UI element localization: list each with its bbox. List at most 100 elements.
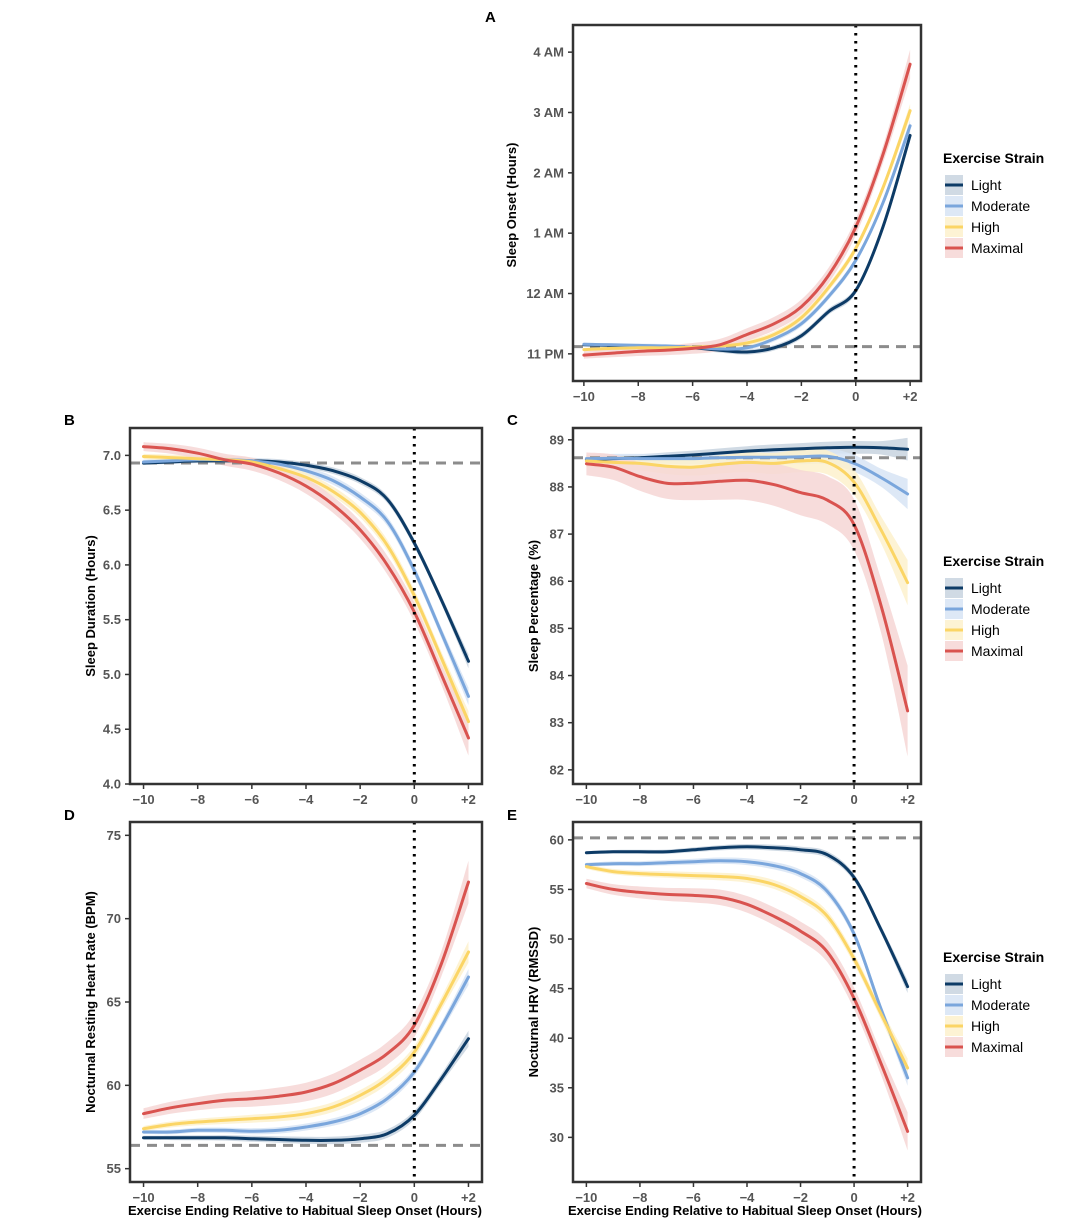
- x-tick-label-b-0: −10: [133, 792, 155, 807]
- series-layer-d: [130, 822, 482, 1182]
- y-tick-label-d-2: 65: [107, 995, 121, 1010]
- panel-e: E Nocturnal HRV (RMSSD) Exercise Ending …: [507, 807, 923, 1218]
- legend-middle: Exercise Strain Light Moderate High Maximal: [943, 553, 1044, 661]
- y-axis-title-a: Sleep Onset (Hours): [504, 143, 519, 268]
- legend-label-2-light: Light: [971, 580, 1001, 596]
- x-tick-label-c-5: 0: [850, 792, 857, 807]
- x-tick-label-e-4: −2: [793, 1190, 808, 1205]
- y-axis-title-c: Sleep Percentage (%): [526, 540, 541, 672]
- legend-label-1-high: High: [971, 219, 1000, 235]
- legend-label-3-high: High: [971, 1018, 1000, 1034]
- series-layer-e: [573, 822, 921, 1182]
- band-d-maximal: [143, 860, 469, 1119]
- y-tick-label-c-1: 83: [550, 715, 564, 730]
- legend-label-3-maximal: Maximal: [971, 1039, 1023, 1055]
- panel-b: B Sleep Duration (Hours) −10 −8 −6 −4 −2 0 +2 4…: [64, 412, 484, 807]
- series-layer-a: [573, 25, 921, 381]
- y-tick-label-e-4: 50: [550, 932, 564, 947]
- legend-label-1-light: Light: [971, 177, 1001, 193]
- series-layer-b: [130, 428, 482, 784]
- x-tick-label-c-3: −4: [740, 792, 756, 807]
- x-tick-label-e-6: +2: [900, 1190, 915, 1205]
- plot-area-c: −10 −8 −6 −4 −2 0 +2 82 83 84 85 86 87 88 89: [550, 426, 923, 807]
- panel-letter-d: D: [64, 807, 75, 824]
- y-tick-label-e-5: 55: [550, 882, 564, 897]
- y-tick-label-a-1: 12 AM: [526, 286, 564, 301]
- band-d-high: [143, 941, 469, 1132]
- x-tick-label-d-3: −4: [299, 1190, 315, 1205]
- y-tick-label-e-6: 60: [550, 832, 564, 847]
- series-line-d-light: [142, 1037, 470, 1142]
- series-line-b-high: [142, 455, 470, 724]
- panel-a: A Sleep Onset (Hours) −10 −8 −6 −4 −2 0 +2 11 P…: [485, 9, 923, 404]
- x-tick-label-b-6: +2: [461, 792, 476, 807]
- x-axis-title-e: Exercise Ending Relative to Habitual Sle…: [568, 1203, 922, 1218]
- plot-area-b: −10 −8 −6 −4 −2 0 +2 4.0 4.5 5.0 5.5 6.0 6.5 7.0: [103, 426, 484, 807]
- series-line-c-moderate: [584, 454, 910, 496]
- y-tick-label-d-4: 75: [107, 828, 121, 843]
- band-a-moderate: [583, 120, 911, 352]
- y-tick-label-d-0: 55: [107, 1161, 121, 1176]
- y-axis-title-b: Sleep Duration (Hours): [83, 535, 98, 677]
- legend-bottom: Exercise Strain Light Moderate High Maximal: [943, 949, 1044, 1057]
- y-tick-label-b-0: 4.0: [103, 777, 121, 792]
- x-tick-label-d-5: 0: [411, 1190, 418, 1205]
- y-tick-label-b-4: 6.0: [103, 557, 121, 572]
- series-line-e-moderate: [584, 859, 910, 1080]
- panel-letter-c: C: [507, 412, 518, 429]
- panel-d: D Nocturnal Resting Heart Rate (BPM) Exe…: [64, 807, 484, 1218]
- series-line-e-maximal: [584, 882, 910, 1133]
- x-tick-label-a-3: −4: [740, 389, 756, 404]
- y-tick-label-d-1: 60: [107, 1078, 121, 1093]
- y-tick-label-d-3: 70: [107, 911, 121, 926]
- x-tick-label-e-1: −8: [633, 1190, 648, 1205]
- y-tick-label-a-0: 11 PM: [527, 346, 564, 361]
- x-tick-label-e-2: −6: [686, 1190, 701, 1205]
- y-tick-label-c-5: 87: [550, 527, 564, 542]
- legend-title-2: Exercise Strain: [943, 553, 1044, 569]
- plot-area-d: −10 −8 −6 −4 −2 0 +2 55 60 65 70 75: [107, 820, 484, 1205]
- y-tick-label-e-3: 45: [550, 981, 564, 996]
- x-tick-label-b-4: −2: [353, 792, 368, 807]
- y-axis-title-e: Nocturnal HRV (RMSSD): [526, 927, 541, 1078]
- y-tick-label-c-3: 85: [550, 621, 564, 636]
- y-tick-label-b-5: 6.5: [103, 503, 121, 518]
- legend-label-2-moderate: Moderate: [971, 601, 1030, 617]
- legend-label-2-high: High: [971, 622, 1000, 638]
- series-line-a-moderate: [582, 124, 912, 351]
- x-tick-label-d-2: −6: [244, 1190, 259, 1205]
- panel-letter-e: E: [507, 807, 517, 824]
- y-tick-label-b-1: 4.5: [103, 722, 121, 737]
- band-a-light: [583, 129, 911, 355]
- x-tick-label-b-1: −8: [190, 792, 205, 807]
- band-a-high: [583, 103, 911, 352]
- series-line-b-maximal: [142, 445, 470, 740]
- y-tick-label-e-1: 35: [550, 1080, 564, 1095]
- y-tick-label-e-0: 30: [550, 1130, 564, 1145]
- band-b-maximal: [143, 442, 469, 756]
- legend-label-2-maximal: Maximal: [971, 643, 1023, 659]
- y-tick-label-a-3: 2 AM: [533, 165, 564, 180]
- plot-area-a: −10 −8 −6 −4 −2 0 +2 11 PM 12 AM 1 AM 2 AM 3 AM 4 AM: [526, 23, 923, 404]
- band-b-high: [143, 453, 469, 733]
- band-e-maximal: [586, 878, 908, 1151]
- y-tick-label-c-0: 82: [550, 762, 564, 777]
- x-tick-label-e-0: −10: [575, 1190, 597, 1205]
- legend-label-3-light: Light: [971, 976, 1001, 992]
- x-tick-label-a-2: −6: [685, 389, 700, 404]
- y-tick-label-c-4: 86: [550, 574, 564, 589]
- panel-c: C Sleep Percentage (%) −10 −8 −6 −4 −2 0 +2 82 8…: [507, 412, 923, 807]
- x-tick-label-d-6: +2: [461, 1190, 476, 1205]
- y-tick-label-b-3: 5.5: [103, 612, 121, 627]
- y-tick-label-a-2: 1 AM: [533, 226, 564, 241]
- x-tick-label-c-6: +2: [900, 792, 915, 807]
- y-tick-label-b-6: 7.0: [103, 448, 121, 463]
- y-tick-label-c-2: 84: [550, 668, 565, 683]
- legend-label-1-maximal: Maximal: [971, 240, 1023, 256]
- x-tick-label-c-0: −10: [575, 792, 597, 807]
- x-axis-title-d: Exercise Ending Relative to Habitual Sle…: [128, 1203, 482, 1218]
- x-tick-label-a-0: −10: [573, 389, 595, 404]
- y-axis-title-d: Nocturnal Resting Heart Rate (BPM): [83, 891, 98, 1113]
- y-tick-label-a-4: 3 AM: [533, 105, 564, 120]
- x-tick-label-b-3: −4: [299, 792, 315, 807]
